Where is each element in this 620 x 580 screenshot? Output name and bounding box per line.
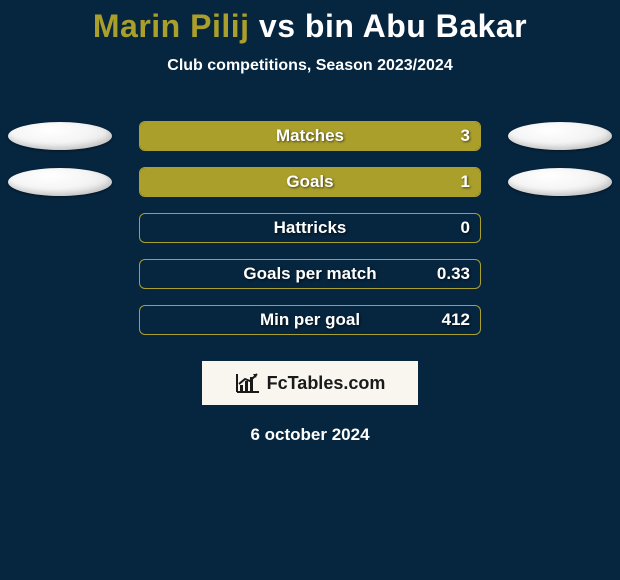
bar-value: 3 <box>461 126 470 146</box>
vs-text: vs <box>259 8 296 44</box>
bar-label: Hattricks <box>274 218 347 238</box>
stat-row: Matches 3 <box>0 113 620 159</box>
bar-label: Goals per match <box>243 264 376 284</box>
bar-value: 0 <box>461 218 470 238</box>
bar-track: Goals 1 <box>139 167 481 197</box>
stat-row: Goals per match 0.33 <box>0 251 620 297</box>
bar-track: Hattricks 0 <box>139 213 481 243</box>
subtitle: Club competitions, Season 2023/2024 <box>0 57 620 75</box>
orb-left <box>8 168 112 196</box>
bar-value: 1 <box>461 172 470 192</box>
stat-rows: Matches 3 Goals 1 Hattricks 0 Goals per match 0… <box>0 113 620 343</box>
orb-right <box>508 168 612 196</box>
stat-row: Min per goal 412 <box>0 297 620 343</box>
bar-label: Matches <box>276 126 344 146</box>
orb-left <box>8 122 112 150</box>
bar-track: Matches 3 <box>139 121 481 151</box>
bar-track: Min per goal 412 <box>139 305 481 335</box>
brand-chart-icon <box>235 372 261 394</box>
comparison-card: Marin Pilij vs bin Abu Bakar Club compet… <box>0 0 620 445</box>
brand-text: FcTables.com <box>267 373 386 394</box>
date: 6 october 2024 <box>0 425 620 445</box>
bar-value: 412 <box>442 310 470 330</box>
title: Marin Pilij vs bin Abu Bakar <box>0 8 620 45</box>
stat-row: Goals 1 <box>0 159 620 205</box>
player2-name: bin Abu Bakar <box>305 8 527 44</box>
bar-label: Goals <box>286 172 333 192</box>
bar-track: Goals per match 0.33 <box>139 259 481 289</box>
brand-box: FcTables.com <box>202 361 418 405</box>
player1-name: Marin Pilij <box>93 8 250 44</box>
stat-row: Hattricks 0 <box>0 205 620 251</box>
orb-right <box>508 122 612 150</box>
bar-label: Min per goal <box>260 310 360 330</box>
bar-value: 0.33 <box>437 264 470 284</box>
